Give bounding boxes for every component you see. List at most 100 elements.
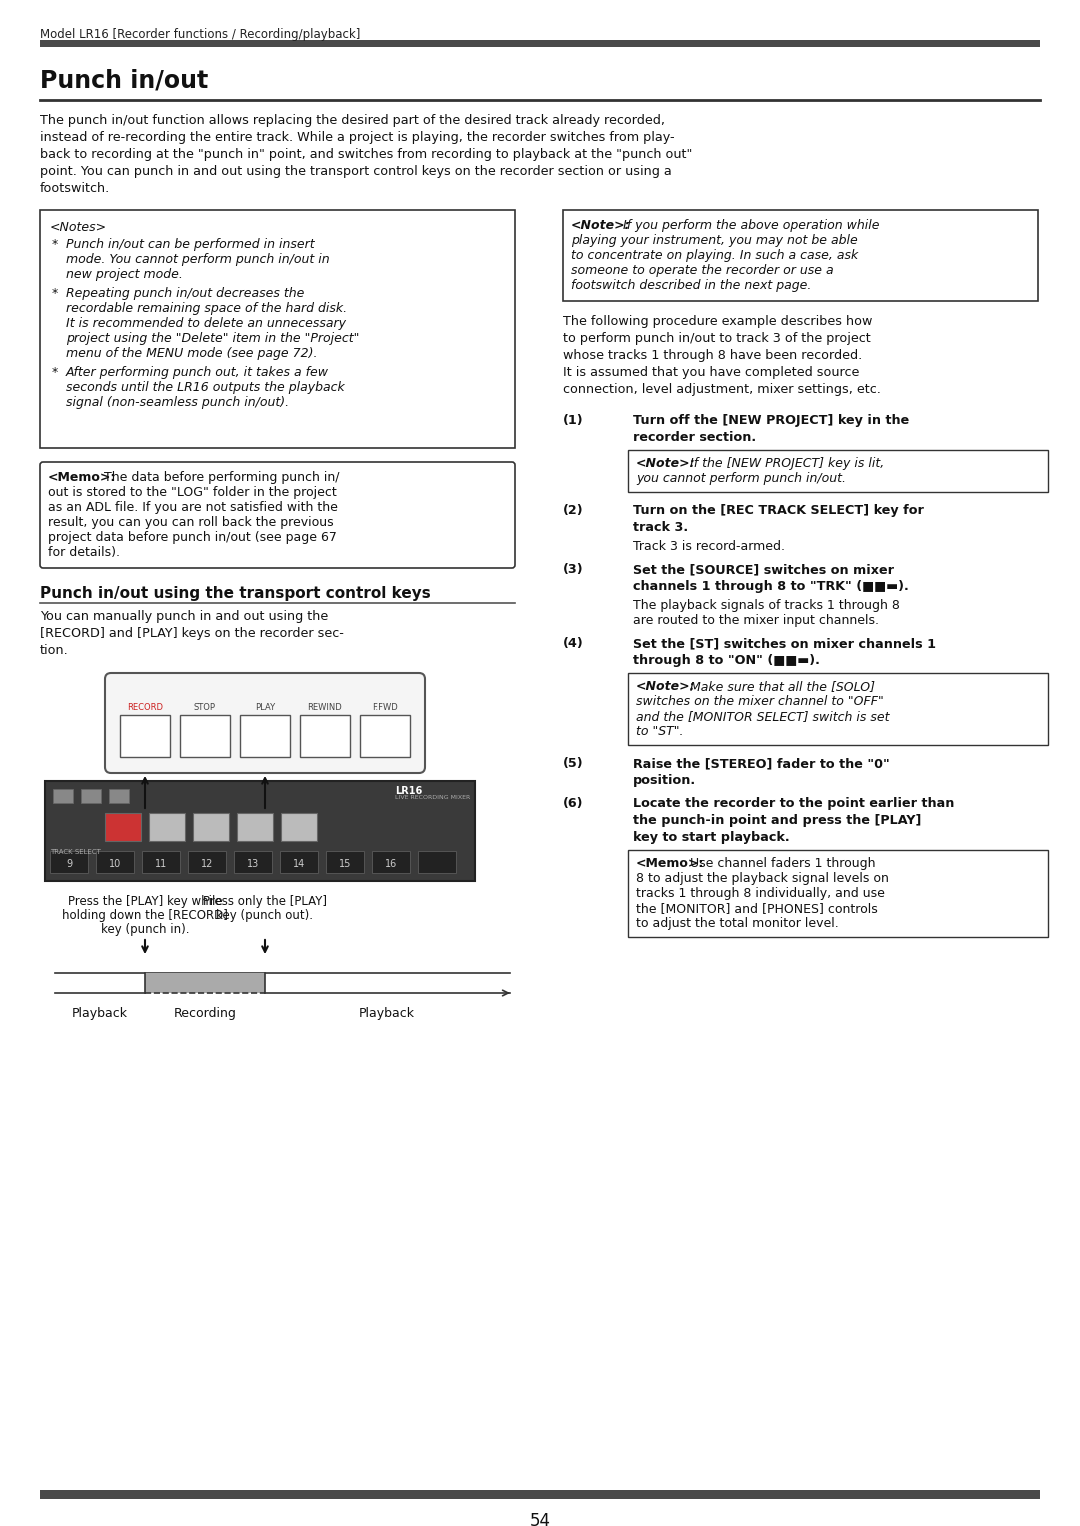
Text: 15: 15 — [339, 859, 351, 868]
Text: recordable remaining space of the hard disk.: recordable remaining space of the hard d… — [66, 302, 347, 314]
Text: Press the [PLAY] key while: Press the [PLAY] key while — [68, 896, 222, 908]
Text: F.FWD: F.FWD — [373, 703, 397, 713]
Bar — [281, 813, 318, 841]
Bar — [627, 850, 1048, 937]
Bar — [50, 852, 87, 873]
Text: 54: 54 — [529, 1512, 551, 1526]
Text: 12: 12 — [201, 859, 213, 868]
Text: the [MONITOR] and [PHONES] controls: the [MONITOR] and [PHONES] controls — [636, 902, 878, 916]
Bar — [418, 852, 456, 873]
Text: holding down the [RECORD]: holding down the [RECORD] — [62, 909, 228, 922]
Text: signal (non-seamless punch in/out).: signal (non-seamless punch in/out). — [66, 397, 289, 409]
Bar — [240, 716, 291, 757]
Text: back to recording at the "punch in" point, and switches from recording to playba: back to recording at the "punch in" poin… — [40, 148, 692, 162]
Text: through 8 to "ON" (■■▬).: through 8 to "ON" (■■▬). — [633, 655, 820, 667]
Text: to concentrate on playing. In such a case, ask: to concentrate on playing. In such a cas… — [571, 249, 859, 262]
Text: project using the "Delete" item in the "Project": project using the "Delete" item in the "… — [66, 333, 360, 345]
Text: <Note>:: <Note>: — [636, 681, 696, 693]
Text: new project mode.: new project mode. — [66, 269, 183, 281]
Text: to perform punch in/out to track 3 of the project: to perform punch in/out to track 3 of th… — [563, 333, 870, 345]
Text: STOP: STOP — [194, 703, 216, 713]
Text: LR16: LR16 — [395, 786, 422, 797]
Text: *: * — [52, 366, 58, 378]
Bar — [45, 781, 475, 881]
Text: Playback: Playback — [72, 1007, 129, 1019]
Bar — [326, 852, 364, 873]
Text: (3): (3) — [563, 563, 583, 575]
Text: LIVE RECORDING MIXER: LIVE RECORDING MIXER — [395, 795, 470, 800]
Bar — [193, 813, 229, 841]
Text: Punch in/out using the transport control keys: Punch in/out using the transport control… — [40, 586, 431, 601]
Text: Set the [SOURCE] switches on mixer: Set the [SOURCE] switches on mixer — [633, 563, 894, 575]
Text: position.: position. — [633, 774, 697, 787]
Text: Press only the [PLAY]: Press only the [PLAY] — [203, 896, 327, 908]
Text: to adjust the total monitor level.: to adjust the total monitor level. — [636, 917, 839, 929]
Bar — [109, 789, 129, 803]
Text: the punch-in point and press the [PLAY]: the punch-in point and press the [PLAY] — [633, 813, 921, 827]
Bar — [105, 813, 141, 841]
Text: footswitch described in the next page.: footswitch described in the next page. — [571, 279, 811, 291]
Text: 10: 10 — [109, 859, 121, 868]
Text: *: * — [52, 287, 58, 301]
Text: Raise the [STEREO] fader to the "0": Raise the [STEREO] fader to the "0" — [633, 757, 890, 771]
Text: TRACK SELECT: TRACK SELECT — [50, 848, 100, 855]
Text: Recording: Recording — [174, 1007, 237, 1019]
Bar — [372, 852, 410, 873]
Bar — [40, 1489, 1040, 1499]
Text: point. You can punch in and out using the transport control keys on the recorder: point. You can punch in and out using th… — [40, 165, 672, 179]
Text: Track 3 is record-armed.: Track 3 is record-armed. — [633, 540, 785, 552]
Text: <Note>:: <Note>: — [636, 456, 696, 470]
Text: 14: 14 — [293, 859, 306, 868]
Bar — [149, 813, 185, 841]
Text: *: * — [52, 238, 58, 250]
Text: Punch in/out can be performed in insert: Punch in/out can be performed in insert — [66, 238, 314, 250]
Text: 9: 9 — [66, 859, 72, 868]
Text: Locate the recorder to the point earlier than: Locate the recorder to the point earlier… — [633, 797, 955, 810]
Text: key to start playback.: key to start playback. — [633, 832, 789, 844]
Text: someone to operate the recorder or use a: someone to operate the recorder or use a — [571, 264, 834, 278]
Text: menu of the MENU mode (see page 72).: menu of the MENU mode (see page 72). — [66, 346, 318, 360]
Bar — [188, 852, 226, 873]
Text: are routed to the mixer input channels.: are routed to the mixer input channels. — [633, 613, 879, 627]
Bar — [81, 789, 102, 803]
Text: 16: 16 — [384, 859, 397, 868]
Text: tracks 1 through 8 individually, and use: tracks 1 through 8 individually, and use — [636, 887, 885, 900]
Text: tion.: tion. — [40, 644, 69, 658]
Text: (1): (1) — [563, 414, 583, 427]
Text: <Memo>:: <Memo>: — [636, 858, 704, 870]
Text: <Memo>:: <Memo>: — [48, 472, 117, 484]
Bar — [40, 40, 1040, 47]
Bar — [563, 211, 1038, 301]
Text: recorder section.: recorder section. — [633, 430, 756, 444]
Text: (5): (5) — [563, 757, 583, 771]
Bar — [237, 813, 273, 841]
Text: It is recommended to delete an unnecessary: It is recommended to delete an unnecessa… — [66, 317, 346, 330]
Bar — [627, 673, 1048, 745]
Text: Make sure that all the [SOLO]: Make sure that all the [SOLO] — [686, 681, 875, 693]
Text: 8 to adjust the playback signal levels on: 8 to adjust the playback signal levels o… — [636, 871, 889, 885]
Text: Model LR16 [Recorder functions / Recording/playback]: Model LR16 [Recorder functions / Recordi… — [40, 27, 361, 41]
Text: footswitch.: footswitch. — [40, 182, 110, 195]
Text: If the [NEW PROJECT] key is lit,: If the [NEW PROJECT] key is lit, — [686, 456, 885, 470]
Text: you cannot perform punch in/out.: you cannot perform punch in/out. — [636, 472, 846, 485]
Text: for details).: for details). — [48, 546, 120, 559]
Bar — [53, 789, 73, 803]
Text: It is assumed that you have completed source: It is assumed that you have completed so… — [563, 366, 860, 378]
Bar — [180, 716, 230, 757]
Bar — [300, 716, 350, 757]
Text: result, you can you can roll back the previous: result, you can you can roll back the pr… — [48, 516, 334, 530]
Text: [RECORD] and [PLAY] keys on the recorder sec-: [RECORD] and [PLAY] keys on the recorder… — [40, 627, 343, 639]
Text: The punch in/out function allows replacing the desired part of the desired track: The punch in/out function allows replaci… — [40, 114, 665, 127]
Text: Turn on the [REC TRACK SELECT] key for: Turn on the [REC TRACK SELECT] key for — [633, 504, 923, 517]
Text: seconds until the LR16 outputs the playback: seconds until the LR16 outputs the playb… — [66, 382, 345, 394]
Bar — [145, 974, 265, 993]
Text: If you perform the above operation while: If you perform the above operation while — [619, 220, 879, 232]
Bar — [280, 852, 318, 873]
Text: RECORD: RECORD — [127, 703, 163, 713]
Text: 13: 13 — [247, 859, 259, 868]
Text: (6): (6) — [563, 797, 583, 810]
Text: key (punch in).: key (punch in). — [100, 923, 189, 935]
Text: The data before performing punch in/: The data before performing punch in/ — [100, 472, 339, 484]
Text: mode. You cannot perform punch in/out in: mode. You cannot perform punch in/out in — [66, 253, 329, 266]
Text: out is stored to the "LOG" folder in the project: out is stored to the "LOG" folder in the… — [48, 485, 337, 499]
